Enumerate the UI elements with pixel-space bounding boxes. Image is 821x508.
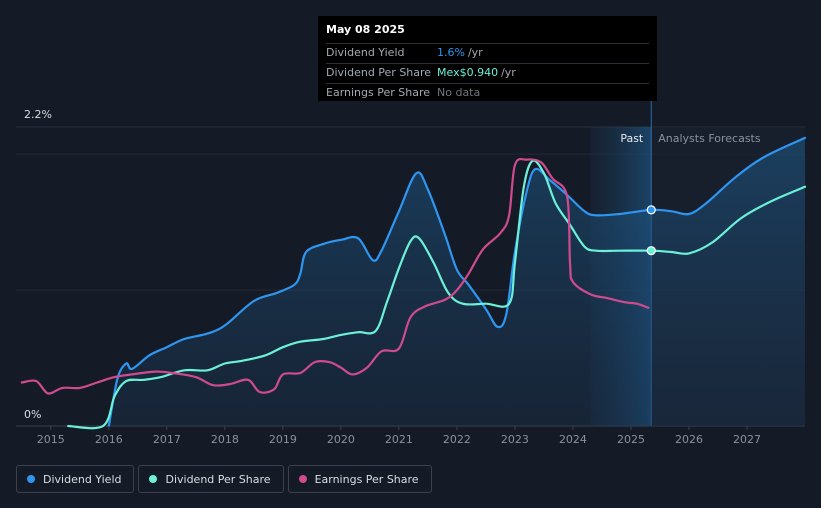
y-tick-label: 2.2% xyxy=(24,108,52,121)
x-tick-label: 2018 xyxy=(211,433,239,446)
x-tick-label: 2021 xyxy=(385,433,413,446)
legend-dot-icon xyxy=(298,475,307,483)
x-tick-label: 2017 xyxy=(153,433,181,446)
past-region-label: Past xyxy=(620,132,644,145)
dividend-yield-line xyxy=(107,136,807,428)
legend: Dividend Yield Dividend Per Share Earnin… xyxy=(16,465,432,493)
tooltip-value: No data xyxy=(437,86,481,99)
earnings-per-share-line xyxy=(20,157,650,395)
series-layer xyxy=(20,136,807,430)
tooltip-value: Mex$0.940 xyxy=(437,66,499,79)
dividend-per-share-line xyxy=(67,159,807,430)
tooltip-row-dividend-yield: Dividend Yield 1.6% /yr xyxy=(326,43,649,63)
dividend-per-share-marker xyxy=(646,246,656,256)
legend-item-earnings-per-share[interactable]: Earnings Per Share xyxy=(287,465,432,493)
x-tick-label: 2023 xyxy=(501,433,529,446)
x-tick-label: 2024 xyxy=(559,433,587,446)
tooltip: May 08 2025 Dividend Yield 1.6% /yr Divi… xyxy=(318,16,657,101)
tooltip-label: Dividend Yield xyxy=(326,46,405,59)
marker-layer xyxy=(646,205,656,256)
x-tick-label: 2027 xyxy=(733,433,761,446)
axis-layer: 2015 2016 2017 2018 2019 2020 2021 2022 2023 2024… xyxy=(24,108,761,446)
dividend-yield-area xyxy=(108,137,806,426)
tooltip-unit: /yr xyxy=(467,46,483,59)
x-tick-label: 2019 xyxy=(269,433,297,446)
legend-dot-icon xyxy=(149,475,158,483)
tooltip-unit: /yr xyxy=(501,66,516,79)
tooltip-date: May 08 2025 xyxy=(326,23,405,36)
tooltip-label: Dividend Per Share xyxy=(326,66,432,79)
dividend-yield-marker xyxy=(646,205,656,215)
tooltip-row-earnings-per-share: Earnings Per Share No data xyxy=(326,83,649,103)
x-tick-label: 2015 xyxy=(37,433,65,446)
legend-label: Dividend Yield xyxy=(43,472,122,486)
tooltip-row-dividend-per-share: Dividend Per Share Mex$0.940 /yr xyxy=(326,63,649,83)
legend-item-dividend-yield[interactable]: Dividend Yield xyxy=(16,465,135,493)
x-tick-label: 2025 xyxy=(617,433,645,446)
x-tick-label: 2020 xyxy=(327,433,355,446)
x-tick-label: 2016 xyxy=(95,433,123,446)
legend-item-dividend-per-share[interactable]: Dividend Per Share xyxy=(138,465,284,493)
legend-label: Earnings Per Share xyxy=(314,472,419,486)
forecast-region-label: Analysts Forecasts xyxy=(658,132,761,145)
legend-dot-icon xyxy=(27,475,35,483)
legend-label: Dividend Per Share xyxy=(165,472,271,486)
y-tick-label: 0% xyxy=(24,408,41,421)
tooltip-label: Earnings Per Share xyxy=(326,86,431,99)
x-tick-label: 2026 xyxy=(675,433,703,446)
x-tick-label: 2022 xyxy=(443,433,471,446)
tooltip-value: 1.6% xyxy=(437,46,465,59)
